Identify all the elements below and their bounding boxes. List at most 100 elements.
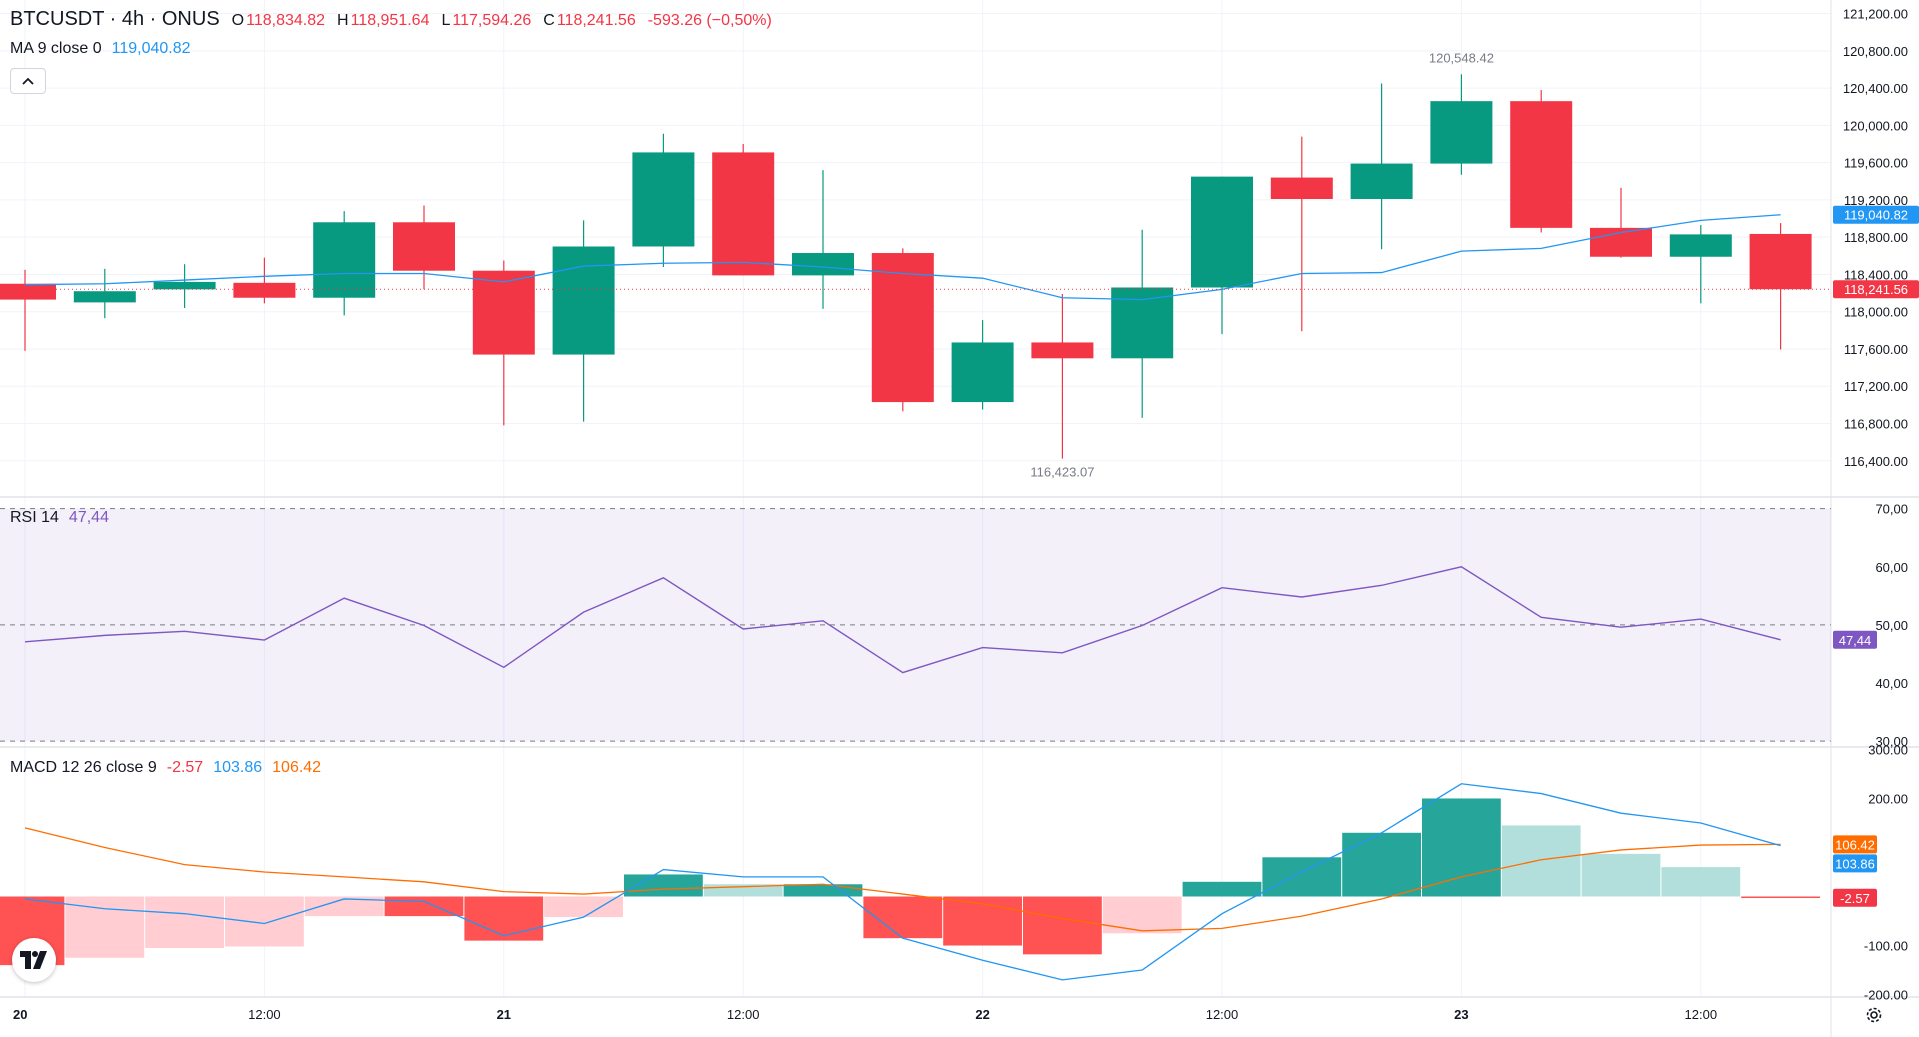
macd-histogram-bar [1182,881,1262,897]
time-axis-label: 12:00 [1685,1007,1718,1022]
candle-body [871,253,934,403]
macd-pane [0,783,1820,981]
time-axis-label: 12:00 [1206,1007,1239,1022]
candle-body [1191,176,1253,288]
candle-body [73,291,136,303]
macd-histogram-bar [464,896,544,941]
macd-histogram-bar [783,884,863,897]
candle-body [0,283,56,300]
candle-body [1749,233,1812,290]
low-label: L [441,12,451,29]
price-badge [1833,205,1919,224]
candle-body [1111,287,1174,359]
macd-badge-label: 103.86 [1835,856,1875,871]
change-value: -593.26 (−0,50%) [647,12,772,29]
macd-histogram-bar [1422,798,1501,897]
macd-histogram-bar [145,896,224,948]
rsi-label: RSI 14 [10,509,59,526]
macd-histogram-bar [225,896,304,947]
macd-legend[interactable]: MACD 12 26 close 9 -2.57 103.86 106.42 [10,759,333,777]
open-label: O [231,12,245,29]
macd-histogram-bar [1023,896,1102,955]
macd-histogram-bar [65,896,145,958]
macd-histogram-bar [1581,853,1661,897]
macd-histogram-bar [1342,832,1421,897]
candle-body [472,270,535,355]
macd-histogram-bar [943,896,1022,946]
rsi-badge [1833,630,1877,649]
macd-badge [1833,835,1877,854]
price-axis-label: 118,000.00 [1844,305,1908,320]
macd-histogram-bar [1262,857,1342,897]
price-axis-label: 116,800.00 [1844,417,1908,432]
macd-badge [1833,854,1877,873]
time-axis-label: 21 [497,1007,511,1022]
rsi-axis-label: 50,00 [1875,618,1908,633]
axes: 121,200.00 120,800.00 120,400.00 120,000.00… [13,7,1919,1022]
price-badge-label: 119,040.82 [1844,208,1908,223]
rsi-line [24,566,1781,674]
price-axis-label: 121,200.00 [1843,7,1908,22]
open-value: 118,834.82 [246,12,326,29]
macd-axis-label: -200.00 [1864,988,1908,1003]
candle-body [1430,101,1493,164]
candle-body [233,282,296,298]
collapse-legend-button[interactable] [10,68,46,94]
tradingview-logo-icon[interactable] [12,938,56,982]
candle-body [792,253,854,276]
price-badge [1833,280,1919,299]
time-axis-label: 12:00 [727,1007,760,1022]
macd-histogram-bar [1661,867,1741,897]
symbol-title[interactable]: BTCUSDT · 4h · ONUS [10,8,220,30]
high-marker-label: 120,548.42 [1429,50,1494,65]
tradingview-logo-glyph [20,951,47,969]
candle-body [1270,177,1333,199]
macd-histogram-bar [1501,825,1581,897]
time-axis-label: 12:00 [248,1007,281,1022]
ma-label: MA 9 close 0 [10,40,102,57]
high-label: H [337,12,349,29]
candle-body [552,246,615,355]
macd-axis-label: 200.00 [1868,791,1908,806]
macd-histogram-bar [1741,896,1820,899]
macd-signal-line [24,827,1781,932]
rsi-legend[interactable]: RSI 14 47,44 [10,509,121,527]
price-axis-label: 120,000.00 [1843,118,1908,133]
candle-body [153,281,216,290]
candle-body [712,152,775,276]
price-axis-label: 118,400.00 [1844,267,1908,282]
candle-body [1510,101,1573,228]
low-marker-label: 116,423.07 [1030,465,1094,480]
macd-histogram-bar [544,896,623,918]
price-badge-label: 118,241.56 [1844,282,1908,297]
macd-histogram-bar [304,896,384,917]
time-axis-label: 23 [1454,1007,1468,1022]
candle-body [313,222,376,298]
ma-legend[interactable]: MA 9 close 0 119,040.82 [10,40,203,58]
price-axis-label: 120,800.00 [1843,44,1908,59]
macd-histogram-bar [1102,896,1182,934]
gear-icon[interactable] [1862,1003,1886,1027]
macd-axis-label: -100.00 [1864,939,1908,954]
gear-glyph [1866,1007,1882,1023]
rsi-band [0,508,1831,742]
time-axis-label: 22 [975,1007,989,1022]
candle-body [951,342,1014,403]
macd-badge-label: -2.57 [1840,891,1870,906]
rsi-badge-label: 47,44 [1839,633,1872,648]
macd-line [24,783,1781,981]
high-value: 118,951.64 [350,12,430,29]
chevron-up-icon [22,77,34,85]
rsi-axis-label: 30,00 [1875,734,1908,749]
macd-label: MACD 12 26 close 9 [10,759,157,776]
rsi-value: 47,44 [68,509,109,526]
rsi-axis-label: 60,00 [1875,560,1908,575]
candle-body [1031,342,1094,359]
price-axis-label: 119,200.00 [1844,193,1908,208]
price-axis-label: 119,600.00 [1844,156,1908,171]
candle-body [632,152,695,247]
price-axis-label: 117,600.00 [1844,342,1908,357]
candle-body [393,222,455,271]
